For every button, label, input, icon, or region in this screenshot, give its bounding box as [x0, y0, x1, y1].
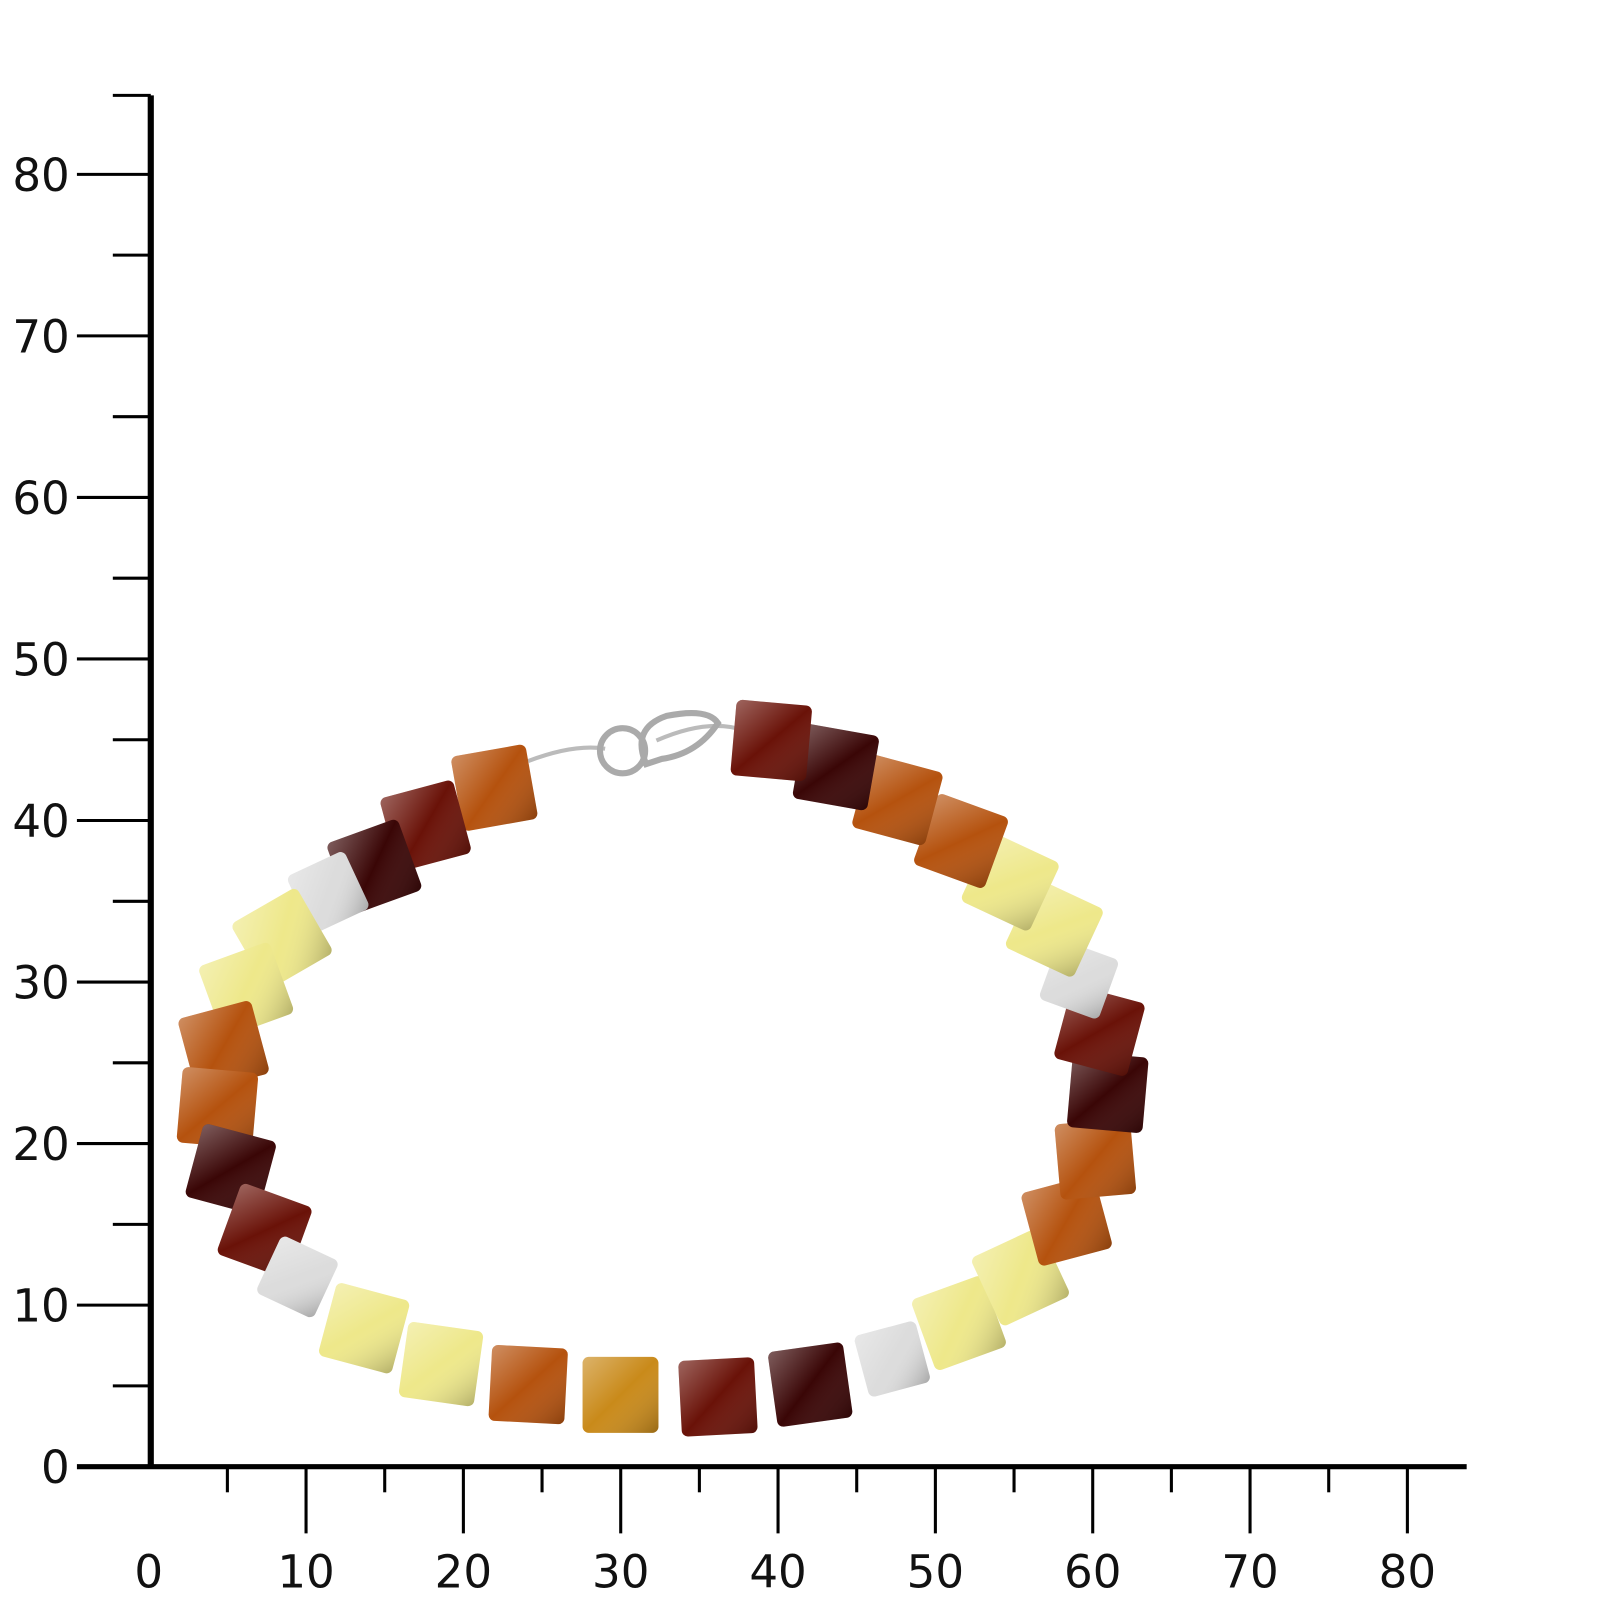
x-tick-label: 30 — [592, 1546, 649, 1599]
bead — [319, 1283, 410, 1374]
bead — [1021, 1175, 1112, 1266]
bead — [176, 1067, 259, 1149]
bead — [768, 1342, 853, 1427]
bead — [488, 1345, 568, 1425]
bead-shine — [1021, 1175, 1112, 1266]
y-tick-label: 60 — [12, 472, 69, 525]
bead — [582, 1356, 659, 1433]
y-tick-label: 70 — [12, 310, 69, 363]
y-tick-label: 50 — [12, 633, 69, 686]
bracelet — [176, 699, 1149, 1437]
bead — [257, 1236, 338, 1318]
bead-shine — [488, 1345, 568, 1425]
clasp — [638, 709, 722, 768]
clasp-ring — [596, 725, 649, 777]
bead-shine — [176, 1067, 259, 1149]
bead-shine — [730, 699, 812, 782]
bead — [914, 794, 1008, 888]
bead-shine — [768, 1342, 853, 1427]
y-tick-label: 10 — [12, 1280, 69, 1333]
bead — [1067, 1051, 1149, 1133]
x-tick-label: 40 — [749, 1546, 806, 1599]
bead-shine — [912, 1276, 1006, 1370]
bead-shine — [792, 724, 879, 811]
bead — [912, 1276, 1006, 1370]
bead-shine — [398, 1322, 484, 1407]
bead — [398, 1322, 484, 1407]
x-tick-label: 50 — [907, 1546, 964, 1599]
x-tick-label: 70 — [1221, 1546, 1278, 1599]
bead-shine — [1067, 1051, 1149, 1133]
x-tick-label: 10 — [277, 1546, 334, 1599]
bead-shine — [451, 744, 538, 831]
bead-shine — [582, 1356, 659, 1433]
bead-shine — [319, 1283, 410, 1374]
bead — [1054, 1118, 1136, 1200]
axes: 0 10 20 30 40 50 60 70 80 0 10 20 30 40 50 60 70 80 — [12, 93, 1467, 1599]
bead-shine — [854, 1321, 930, 1397]
x-tick-label: 80 — [1379, 1546, 1436, 1599]
bead — [730, 699, 812, 782]
y-tick-label: 40 — [12, 795, 69, 848]
bead-shine — [1054, 1118, 1136, 1200]
bead — [451, 744, 538, 831]
y-tick-label: 20 — [12, 1118, 69, 1171]
bead — [678, 1357, 758, 1437]
bead-shine — [852, 754, 943, 846]
x-tick-label: 60 — [1064, 1546, 1121, 1599]
bead — [852, 754, 943, 846]
y-tick-label: 30 — [12, 956, 69, 1009]
x-tick-label: 0 — [134, 1546, 163, 1599]
bead-shine — [914, 794, 1008, 888]
x-tick-label: 20 — [435, 1546, 492, 1599]
y-tick-label: 0 — [41, 1441, 70, 1494]
bead — [854, 1321, 930, 1397]
bead — [792, 724, 879, 811]
bead-shine — [257, 1236, 338, 1318]
y-tick-label: 80 — [12, 149, 69, 202]
bead-shine — [678, 1357, 758, 1437]
